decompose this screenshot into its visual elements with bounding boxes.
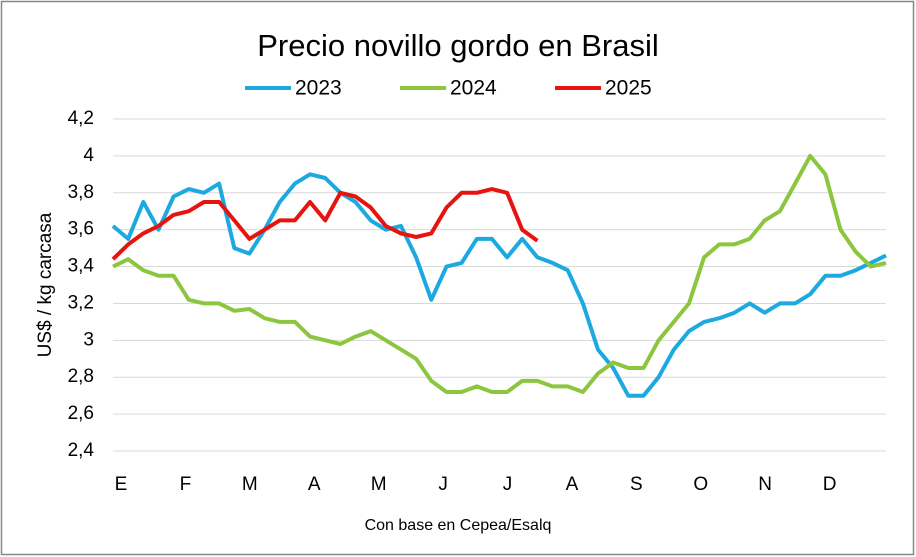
y-tick-label: 3 (83, 329, 94, 350)
x-tick-label: F (180, 474, 192, 495)
legend-label: 2025 (605, 77, 652, 100)
x-tick-label: S (630, 474, 643, 495)
x-tick-label: J (503, 474, 513, 495)
y-tick-label: 2,6 (68, 403, 94, 424)
x-tick-label: M (242, 474, 258, 495)
x-tick-label: A (308, 474, 321, 495)
x-tick-label: E (115, 474, 128, 495)
line-series (112, 153, 887, 394)
legend-label: 2024 (450, 77, 497, 100)
x-tick-label: N (758, 474, 772, 495)
y-tick-label: 3,6 (68, 219, 94, 240)
y-tick-label: 2,8 (68, 366, 94, 387)
y-tick-label: 3,2 (68, 292, 94, 313)
legend-label: 2023 (295, 77, 342, 100)
x-tick-label: A (566, 474, 579, 495)
line-series (111, 172, 887, 398)
note: Con base en Cepea/Esalq (365, 517, 552, 534)
line-series (111, 187, 539, 261)
y-tick-label: 3,4 (68, 256, 95, 277)
x-tick-label: O (693, 474, 708, 495)
y-tick-label: 4 (83, 145, 94, 166)
x-tick-label: J (438, 474, 448, 495)
x-tick-label: M (371, 474, 387, 495)
chart-title: Precio novillo gordo en Brasil (257, 28, 659, 63)
y-axis-label: US$ / kg carcasa (35, 212, 56, 357)
y-tick-label: 2,4 (68, 440, 95, 461)
x-tick-label: D (823, 474, 837, 495)
y-tick-label: 3,8 (68, 182, 94, 203)
y-tick-label: 4,2 (68, 108, 94, 129)
